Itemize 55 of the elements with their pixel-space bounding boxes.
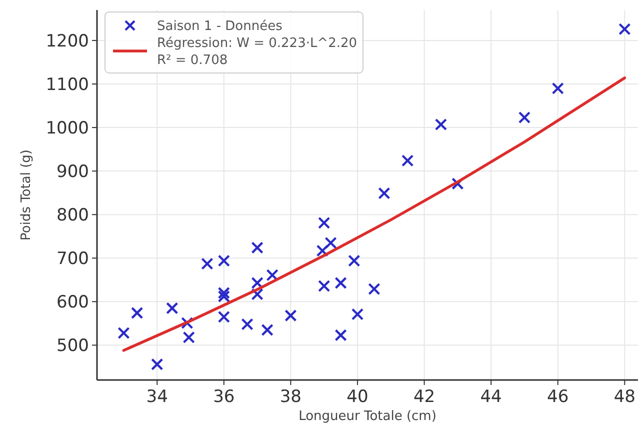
point	[182, 331, 195, 344]
point	[434, 118, 448, 131]
y-tick-label: 700	[56, 249, 89, 270]
point	[284, 309, 297, 322]
point	[181, 316, 194, 330]
x-tick-label: 36	[213, 387, 235, 407]
y-tick-label: 800	[56, 206, 89, 226]
point	[251, 242, 264, 254]
point	[324, 236, 337, 249]
line-series	[122, 76, 626, 352]
point	[552, 82, 564, 94]
point	[401, 154, 414, 167]
x-tick-label: 40	[346, 387, 368, 407]
point	[348, 254, 360, 267]
y-tick-label: 1000	[46, 118, 89, 138]
x-tick-label: 44	[480, 387, 502, 407]
point	[218, 254, 230, 267]
point	[201, 258, 214, 270]
x-tick-label: 34	[146, 387, 168, 407]
x-tick-label: 38	[280, 387, 302, 407]
y-tick-label: 600	[56, 292, 89, 313]
point	[334, 329, 347, 342]
x-axis-title: Longueur Totale (cm)	[298, 409, 436, 424]
x-tick-label: 46	[547, 387, 569, 407]
point	[318, 280, 330, 292]
point	[218, 286, 230, 300]
point	[218, 290, 230, 303]
point	[518, 111, 531, 124]
y-axis-title: Poids Total (g)	[19, 150, 34, 240]
point	[241, 318, 254, 330]
point	[151, 358, 164, 370]
y-tick-label: 500	[56, 336, 89, 356]
point	[118, 326, 130, 340]
point	[618, 23, 631, 36]
point	[351, 308, 364, 320]
point	[318, 216, 330, 229]
point	[334, 276, 347, 290]
point	[378, 187, 390, 200]
y-tick-label: 1100	[46, 74, 89, 95]
point	[130, 306, 144, 320]
x-tick-label: 48	[614, 387, 636, 407]
x-tick-label: 42	[413, 387, 436, 407]
point	[166, 302, 178, 314]
point	[251, 288, 264, 300]
point	[452, 178, 464, 190]
point	[251, 276, 264, 290]
y-tick-label: 900	[56, 162, 89, 182]
point	[218, 310, 230, 323]
point	[266, 268, 278, 282]
point	[261, 324, 274, 336]
point	[316, 244, 329, 257]
y-tick-label: 1200	[46, 31, 89, 52]
point	[368, 282, 380, 296]
legend-label: Régression: W = 0.223·L^2.20 R² = 0.708	[157, 36, 358, 68]
legend-label: Saison 1 - Données	[157, 19, 283, 34]
